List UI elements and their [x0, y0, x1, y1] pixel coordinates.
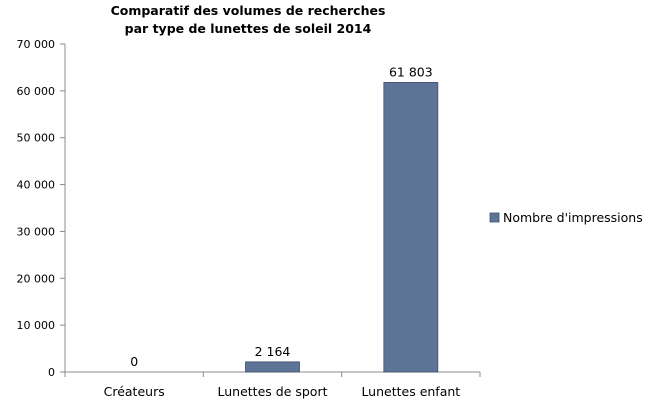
chart-title-line-1: Comparatif des volumes de recherches: [111, 3, 386, 18]
bar: [383, 82, 439, 373]
chart-title-line-2: par type de lunettes de soleil 2014: [125, 21, 372, 36]
y-tick-label: 30 000: [17, 225, 56, 238]
y-tick-label: 70 000: [17, 38, 56, 51]
y-tick-label: 0: [48, 366, 55, 379]
y-tick-label: 60 000: [17, 85, 56, 98]
bar: [245, 361, 300, 373]
bar-value-label: 2 164: [255, 344, 291, 359]
y-tick-label: 40 000: [17, 179, 56, 192]
x-category-label: Lunettes de sport: [218, 384, 328, 399]
legend-label: Nombre d'impressions: [503, 210, 643, 225]
x-category-label: Créateurs: [104, 384, 165, 399]
chart-title: Comparatif des volumes de recherches par…: [111, 3, 386, 36]
y-tick-label: 10 000: [17, 319, 56, 332]
plot-area: 0 10 000 20 000 30 000 40 000 50 000 60 000 70 …: [17, 38, 481, 399]
y-tick-label: 50 000: [17, 132, 56, 145]
legend-swatch: [489, 212, 500, 223]
bar-value-label: 61 803: [389, 64, 433, 79]
legend: Nombre d'impressions: [489, 210, 643, 225]
y-tick-label: 20 000: [17, 272, 56, 285]
x-category-label: Lunettes enfant: [361, 384, 460, 399]
bar-value-label: 0: [130, 354, 138, 369]
